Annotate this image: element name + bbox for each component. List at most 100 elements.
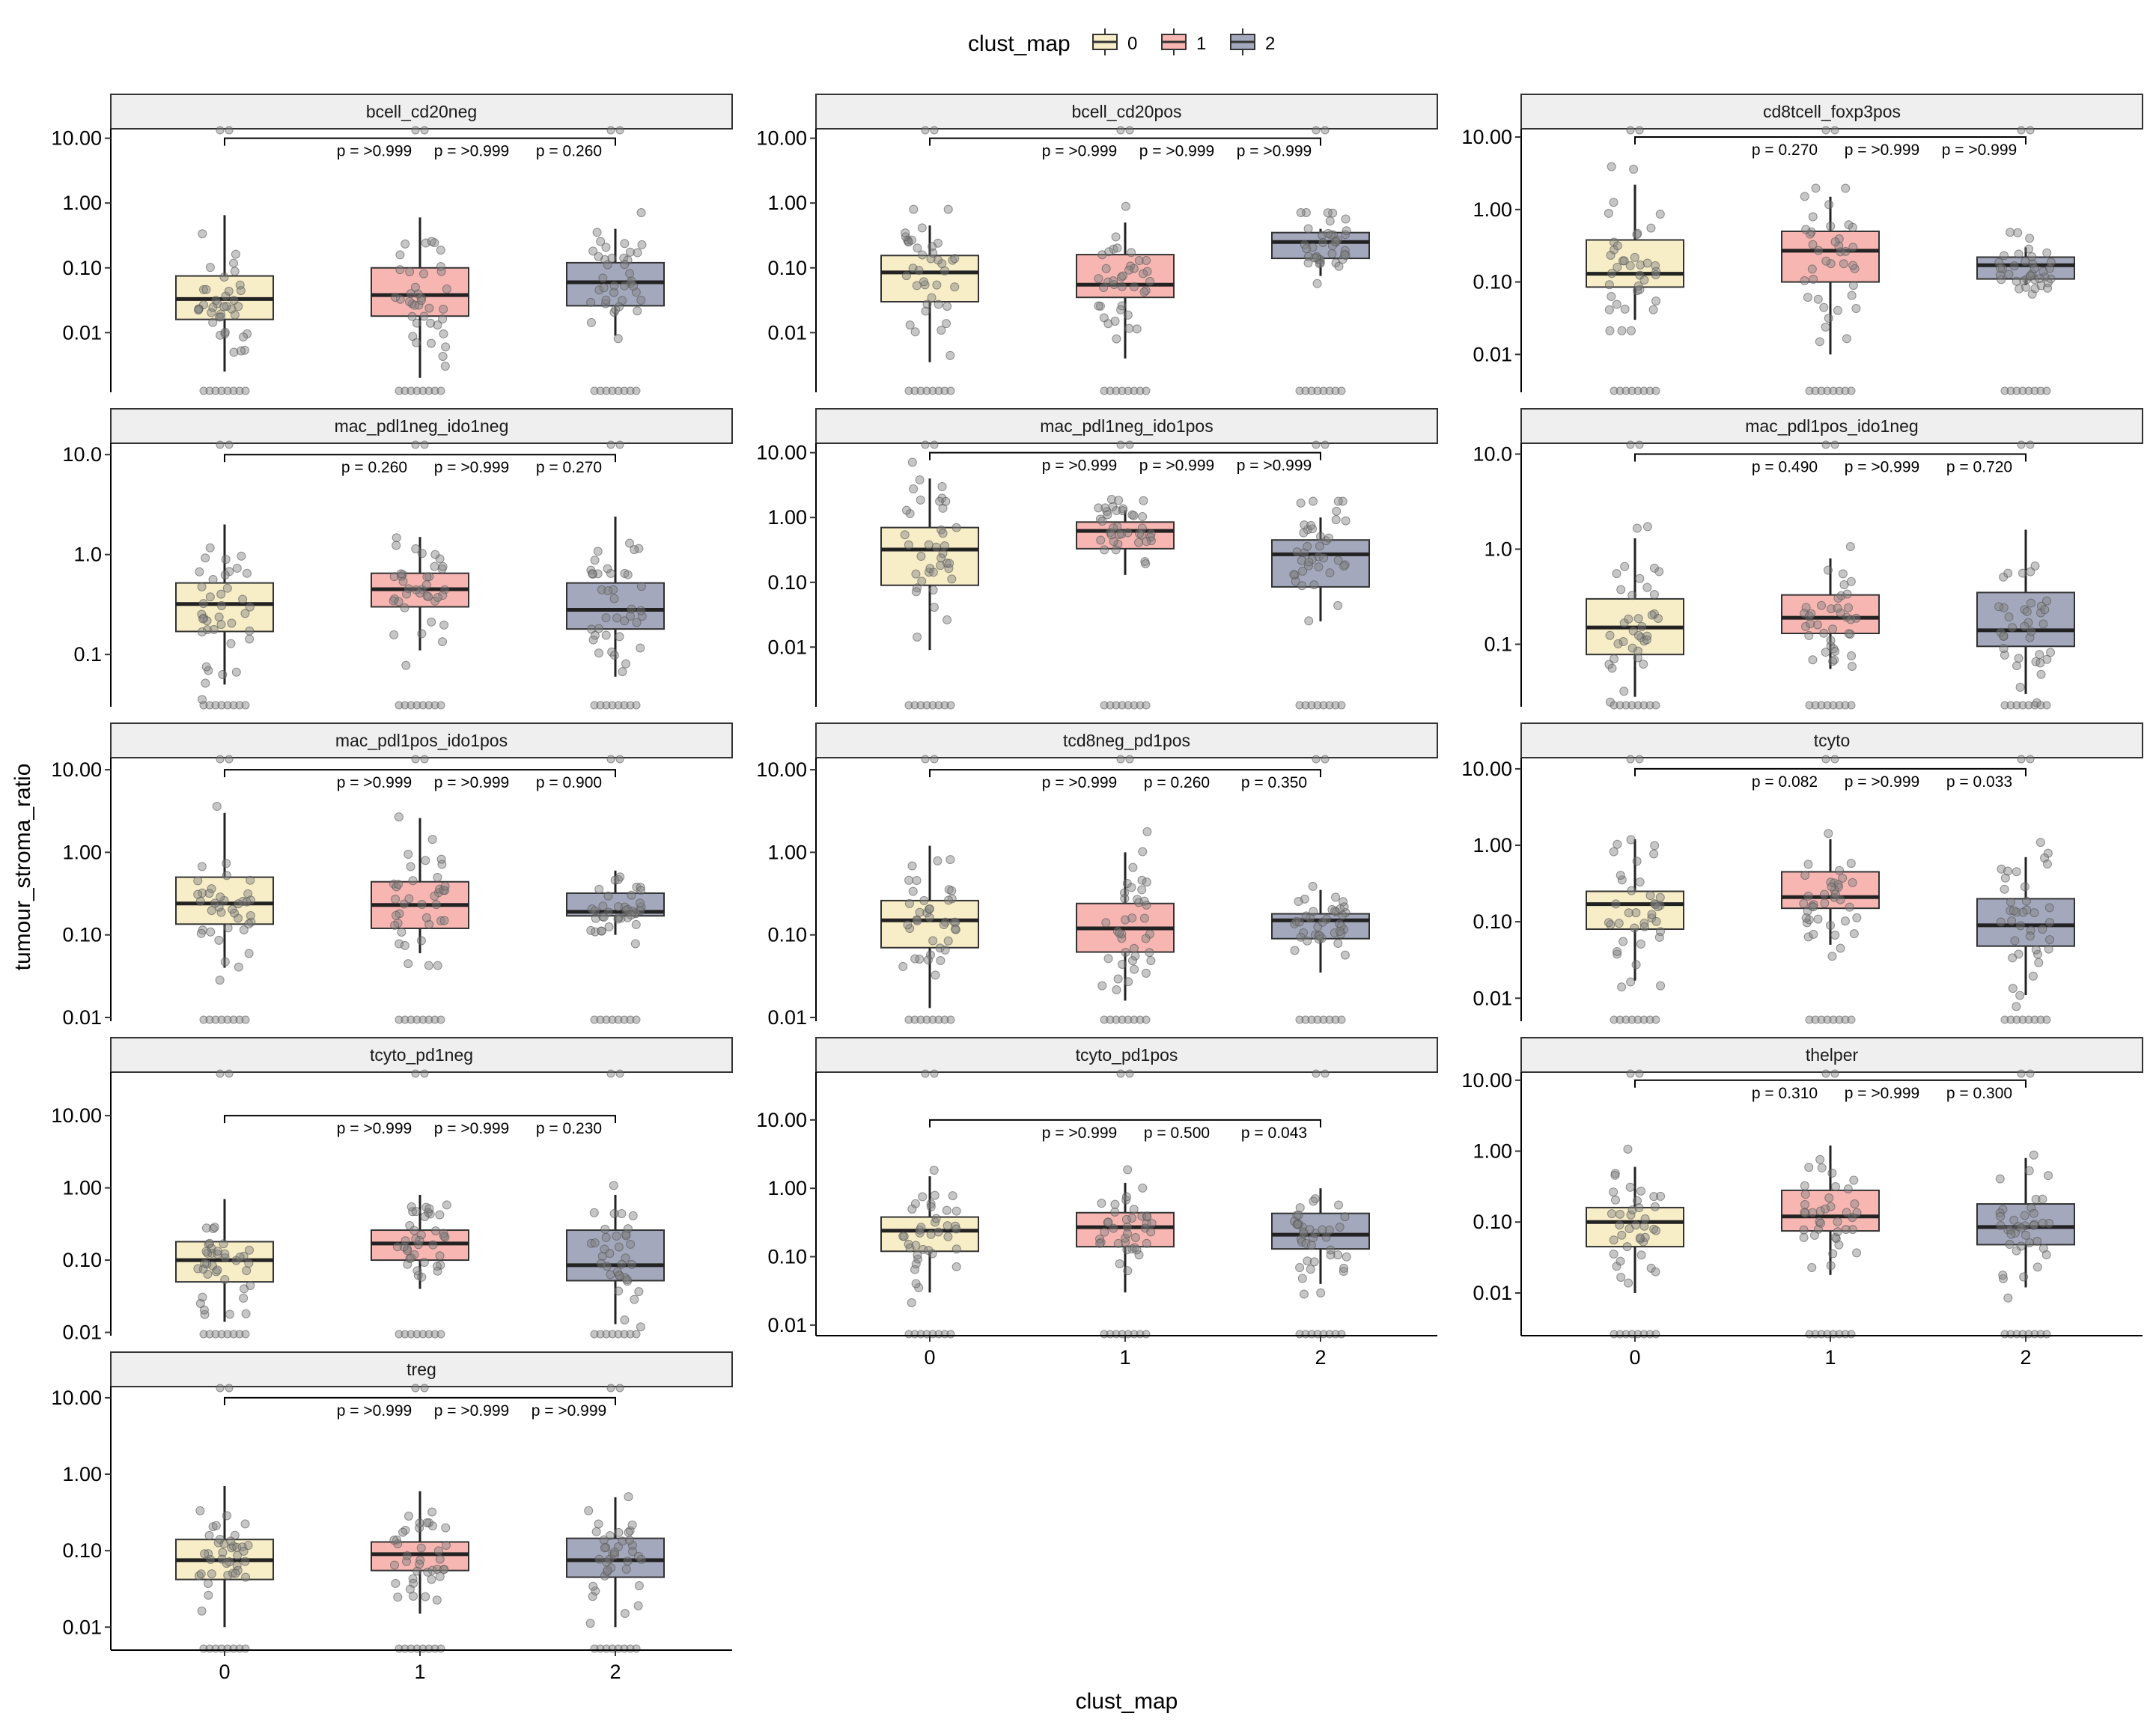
data-point <box>439 916 449 925</box>
data-point <box>1800 609 1809 618</box>
data-point <box>921 755 930 764</box>
edge-points <box>2000 126 2051 395</box>
data-point <box>245 626 255 636</box>
data-point <box>943 615 952 624</box>
data-point <box>1337 1015 1346 1024</box>
data-point <box>1633 646 1642 656</box>
data-point <box>1614 919 1624 928</box>
data-point <box>216 330 225 340</box>
data-point <box>392 1242 402 1252</box>
y-tick-label: 10.0 <box>1473 442 1512 465</box>
data-point <box>1142 701 1151 710</box>
data-point <box>603 891 613 901</box>
data-point <box>2012 276 2021 286</box>
data-point <box>1309 580 1319 590</box>
data-point <box>2035 658 2045 668</box>
data-point <box>1811 701 1820 710</box>
data-point <box>1113 539 1123 549</box>
y-tick-label: 10.00 <box>51 758 102 781</box>
data-point <box>1117 282 1127 291</box>
significance-bracket <box>929 769 1321 778</box>
data-point <box>211 1521 221 1530</box>
data-point <box>625 247 635 257</box>
data-point <box>436 1015 445 1024</box>
data-point <box>418 1330 427 1339</box>
data-point <box>1821 322 1830 332</box>
data-point <box>624 1527 633 1537</box>
data-point <box>1324 228 1333 238</box>
data-point <box>1826 920 1836 930</box>
data-point <box>2042 248 2052 258</box>
data-point <box>411 440 420 449</box>
data-point <box>420 755 429 764</box>
data-point <box>1301 386 1310 395</box>
data-point <box>216 892 225 902</box>
data-point <box>395 1015 404 1024</box>
data-point <box>2024 701 2033 710</box>
data-point <box>1850 1199 1860 1209</box>
data-point <box>1631 1220 1641 1230</box>
y-tick-label: 0.10 <box>767 571 807 594</box>
data-point <box>235 1015 244 1024</box>
data-point <box>1604 280 1614 290</box>
data-point <box>1324 533 1333 543</box>
data-point <box>1112 243 1122 253</box>
data-point <box>588 569 597 579</box>
data-point <box>1132 1245 1142 1255</box>
jitter-points <box>1996 838 2055 1011</box>
facet-strip <box>815 1037 1438 1073</box>
data-point <box>925 913 934 922</box>
data-point <box>2013 228 2023 237</box>
data-point <box>411 544 421 553</box>
y-tick-label: 10.00 <box>1461 758 1512 780</box>
box-group <box>566 126 665 395</box>
data-point <box>1303 258 1313 268</box>
data-point <box>948 1191 957 1201</box>
data-point <box>417 900 427 910</box>
data-point <box>1635 440 1644 449</box>
data-point <box>912 875 922 885</box>
data-point <box>427 1575 436 1584</box>
data-point <box>244 919 254 928</box>
data-point <box>2019 276 2029 286</box>
data-point <box>2026 126 2035 135</box>
y-axis-title: tumour_stroma_ratio <box>10 764 35 971</box>
data-point <box>940 541 949 550</box>
data-point <box>1301 1238 1311 1248</box>
data-point <box>1095 1238 1105 1248</box>
box-group <box>1586 1069 1684 1339</box>
data-point <box>600 299 610 308</box>
data-point <box>1303 252 1313 261</box>
facet-title: tcyto_pd1pos <box>1076 1045 1178 1065</box>
p-value-label: p = >0.999 <box>434 1120 509 1137</box>
data-point <box>951 1244 961 1254</box>
facet-strip <box>110 94 733 130</box>
data-point <box>219 1239 228 1249</box>
data-point <box>416 936 426 946</box>
data-point <box>1321 1232 1331 1242</box>
data-point <box>610 875 620 885</box>
data-point <box>1304 616 1314 626</box>
y-tick-label: 10.00 <box>756 127 807 150</box>
data-point <box>436 916 446 925</box>
data-point <box>1804 1163 1814 1172</box>
data-point <box>1112 1015 1121 1024</box>
data-point <box>584 1506 594 1515</box>
box-group <box>1271 440 1370 710</box>
data-point <box>2000 386 2009 395</box>
data-point <box>435 1210 445 1220</box>
data-point <box>442 285 451 294</box>
data-point <box>1828 624 1838 634</box>
data-point <box>395 386 404 395</box>
data-point <box>1824 314 1833 323</box>
data-point <box>401 701 409 710</box>
data-point <box>404 296 414 306</box>
data-point <box>637 240 647 249</box>
data-point <box>905 509 915 519</box>
data-point <box>200 1309 210 1319</box>
data-point <box>943 936 953 946</box>
box-iqr <box>175 876 274 925</box>
data-point <box>1316 1288 1326 1297</box>
